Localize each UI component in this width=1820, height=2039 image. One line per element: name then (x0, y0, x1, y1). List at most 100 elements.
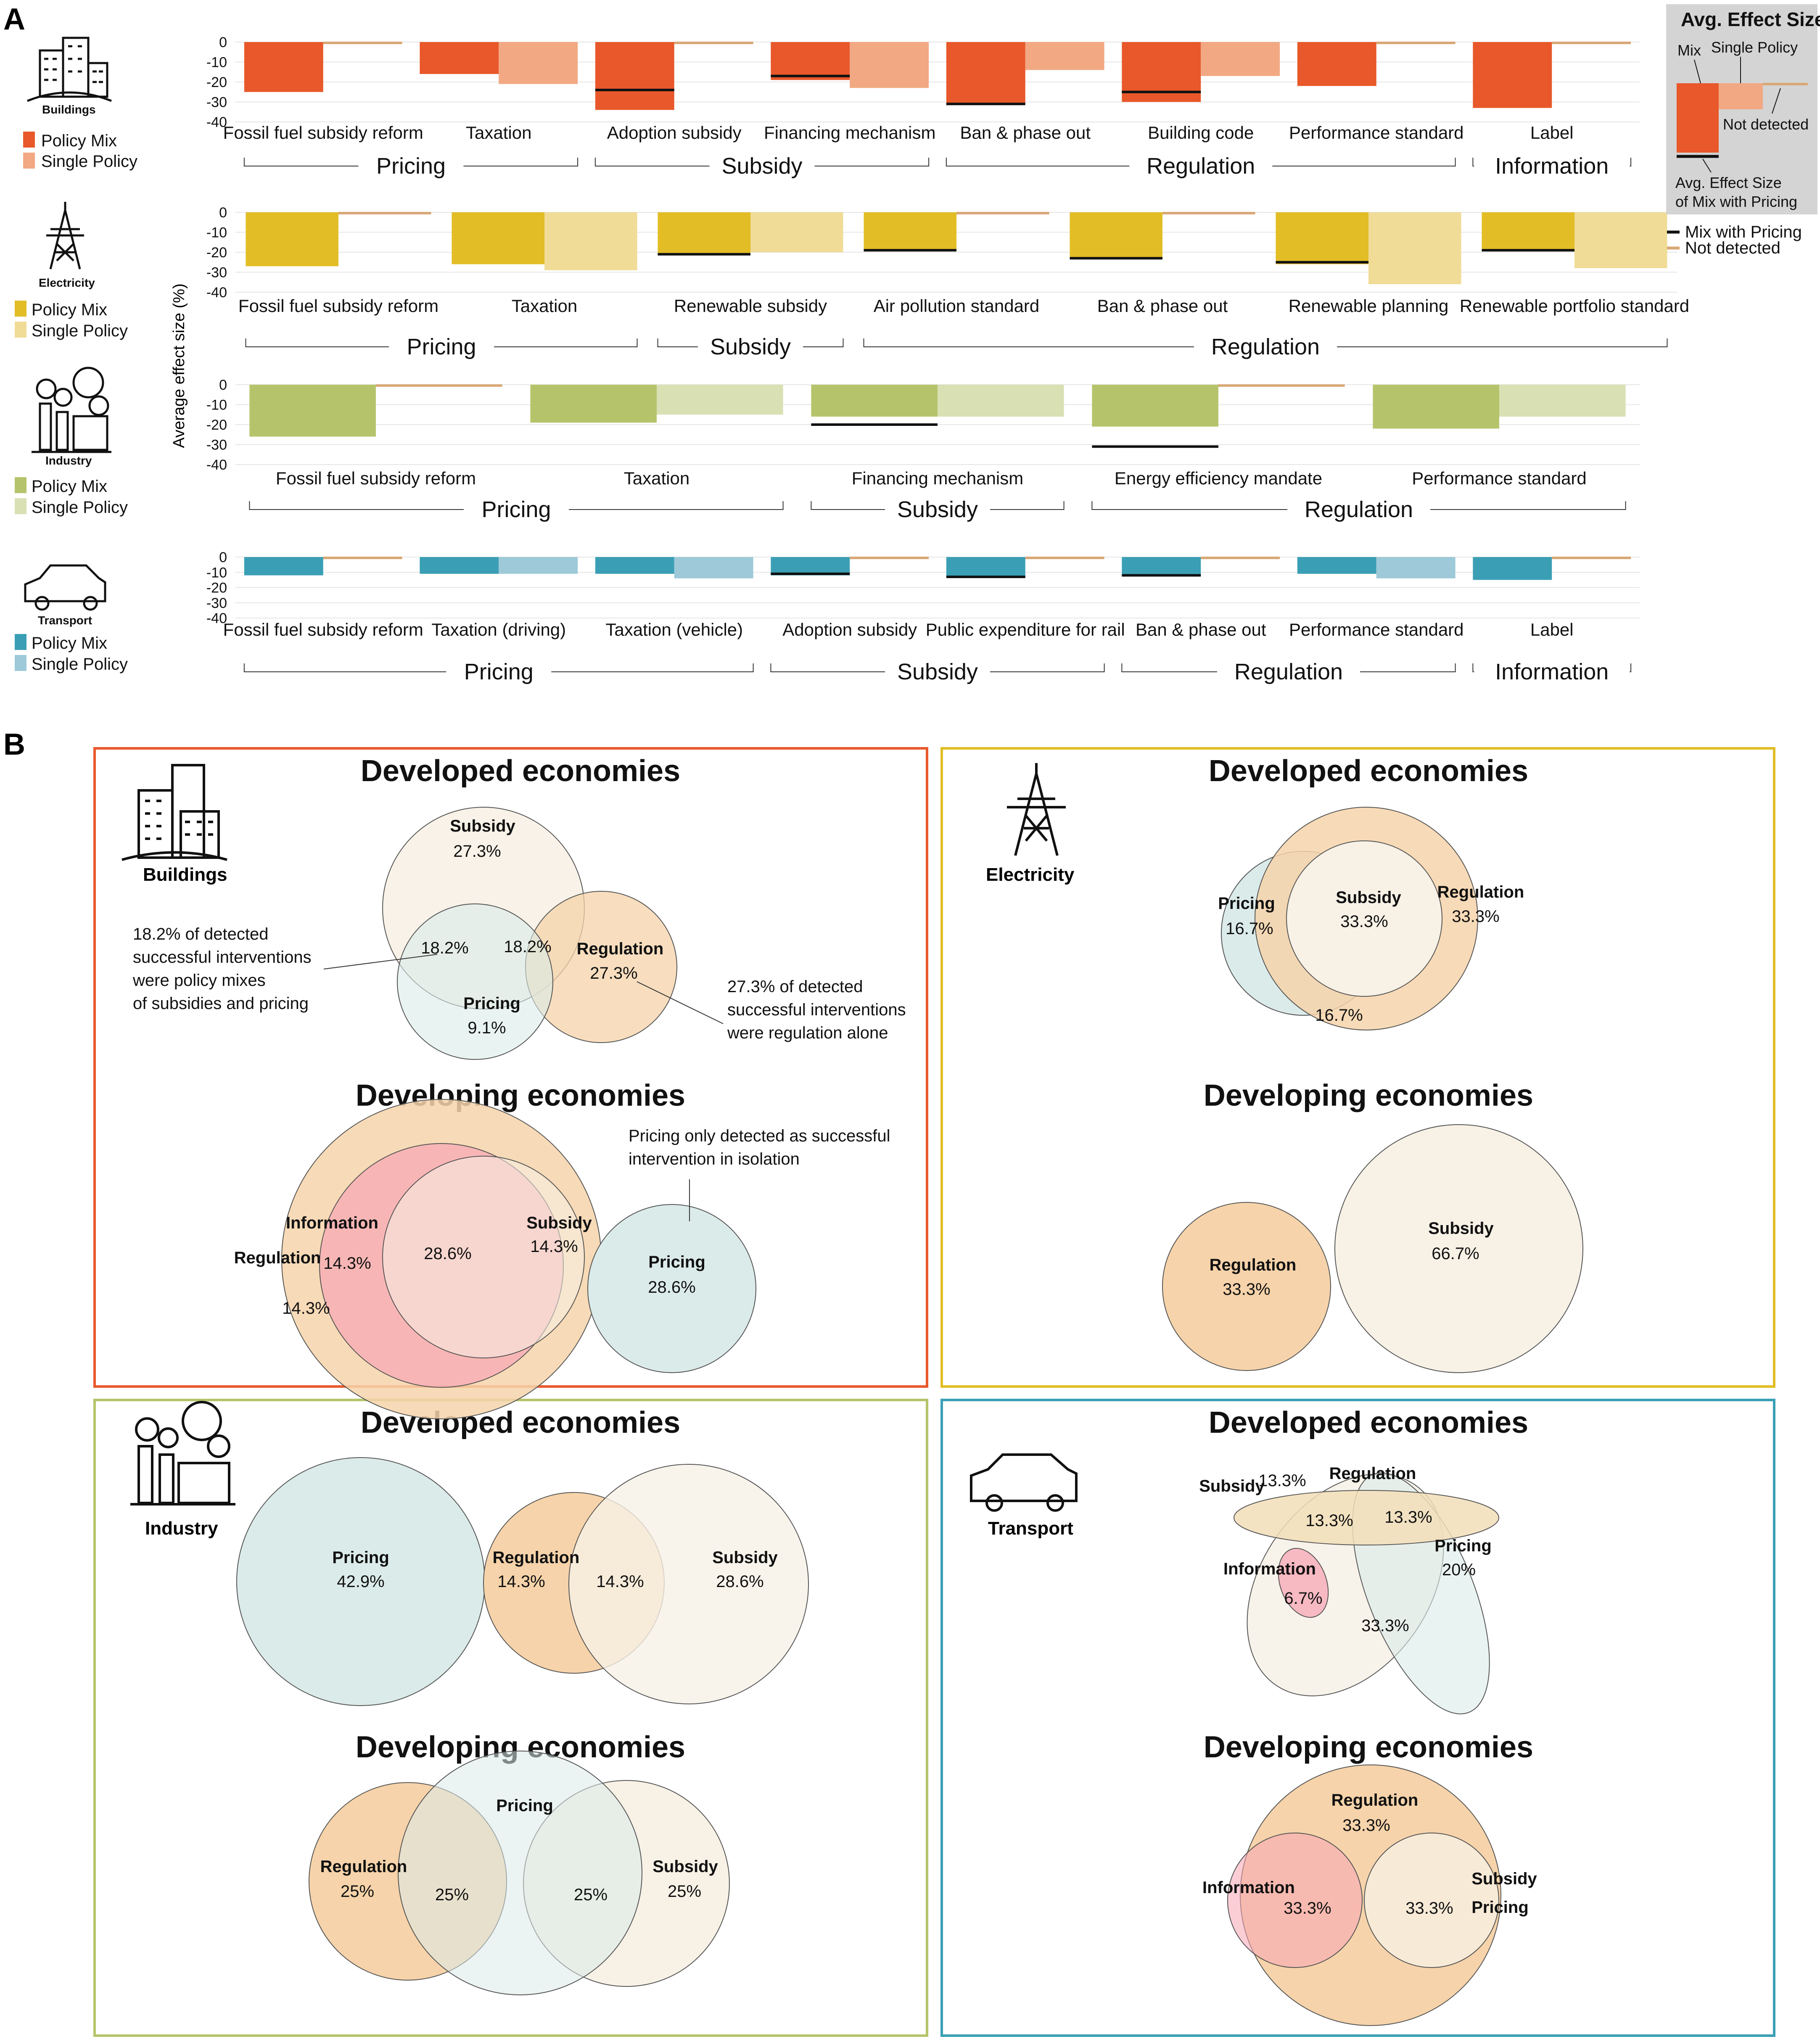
legend-box-mix-label: Mix (1677, 42, 1701, 59)
x-tick-label: Taxation (driving) (431, 620, 566, 639)
industry-developing-venn (309, 1751, 730, 1995)
x-tick-label: Financing mechanism (852, 468, 1024, 488)
venn-value-subsidy-regulation: 13.3% (1305, 1511, 1353, 1530)
bar-single-policy (850, 42, 929, 88)
x-tick-label: Fossil fuel subsidy reform (276, 468, 476, 488)
venn-label-regulation: Regulation (234, 1249, 321, 1267)
bar-single-policy (499, 42, 578, 84)
venn-label-subsidy: Subsidy (1336, 888, 1401, 907)
y-tick-label: -10 (206, 397, 227, 413)
venn-label-pricing: Pricing (1471, 1898, 1529, 1917)
venn-circle-subsidy (568, 1464, 809, 1704)
annotation-pointer-left (323, 954, 438, 969)
group-label: Subsidy (710, 334, 791, 359)
y-tick-label: -10 (206, 55, 227, 71)
legend-box-not-detected-pointer (1772, 88, 1781, 114)
venn-label-regulation: Regulation (1331, 1791, 1418, 1809)
electricity-icon (1007, 763, 1066, 856)
annotation-left-4: of subsidies and pricing (133, 994, 309, 1013)
venn-label-regulation: Regulation (1437, 883, 1524, 901)
venn-label-subsidy: Subsidy (652, 1857, 718, 1876)
electricity-venn-frame (940, 747, 1775, 1388)
y-tick-label: 0 (219, 205, 227, 221)
legend-single-label: Single Policy (32, 655, 128, 674)
group-bracket (657, 338, 844, 347)
buildings-developing-venn (281, 1099, 756, 1419)
x-tick-label: Fossil fuel subsidy reform (223, 620, 423, 639)
venn-label-pricing: Pricing (496, 1796, 553, 1815)
x-tick-label: Taxation (512, 296, 577, 316)
bar-policy-mix (1473, 557, 1552, 580)
y-tick-label: 0 (219, 377, 227, 393)
bar-policy-mix (864, 212, 956, 251)
venn-value-pricing-regulation: 16.7% (1315, 1006, 1363, 1025)
group-label: Information (1495, 659, 1609, 684)
x-tick-label: Taxation (466, 123, 531, 143)
legend-single-label: Single Policy (32, 498, 128, 517)
x-tick-label: Taxation (624, 468, 689, 488)
buildings-developed-venn (382, 807, 677, 1060)
venn-value-regulation: 14.3% (497, 1572, 545, 1591)
buildings-icon (27, 37, 112, 102)
group-bracket (1472, 158, 1632, 166)
legend-electricity: Policy Mix Single Policy (15, 301, 128, 340)
venn-circle-subsidy-pricing (1364, 1833, 1499, 1968)
x-tick-label: Performance standard (1289, 123, 1464, 143)
venn-value-center: 33.3% (1361, 1616, 1409, 1635)
legend-box-mix-bar (1677, 83, 1719, 153)
x-tick-label: Public expenditure for rail (926, 620, 1125, 639)
bar-policy-mix (420, 42, 499, 74)
venn-value-regulation: 33.3% (1223, 1280, 1270, 1299)
transport-title: Transport (988, 1518, 1073, 1539)
annotation-right-3: were regulation alone (727, 1024, 888, 1042)
group-bracket (946, 158, 1456, 166)
legend-not-detected-label: Not detected (1685, 239, 1780, 257)
annotation-left-1: 18.2% of detected (133, 925, 268, 943)
group-label: Pricing (481, 497, 551, 522)
annotation-pointer-right (637, 981, 724, 1024)
bar-single-policy (1201, 42, 1280, 76)
bar-policy-mix (1373, 385, 1499, 429)
group-label: Pricing (407, 334, 476, 359)
bar-single-policy (1499, 385, 1626, 417)
electricity-title: Electricity (986, 864, 1075, 885)
venn-label-regulation: Regulation (493, 1548, 580, 1567)
panel-letter-a: A (3, 3, 25, 36)
bar-single-policy (938, 385, 1064, 417)
panel-letter-b: B (3, 728, 25, 761)
electricity-label: Electricity (39, 276, 95, 289)
venn-value-subsidy-pricing: 18.2% (421, 939, 468, 957)
group-bracket (1121, 663, 1456, 672)
x-tick-label: Ban & phase out (1097, 296, 1228, 316)
bar-single-policy (657, 385, 783, 415)
venn-value-regulation-pricing: 13.3% (1384, 1508, 1432, 1527)
bar-single-policy (750, 212, 843, 252)
venn-label-subsidy: Subsidy (712, 1548, 778, 1567)
legend-swatch-mix (15, 301, 26, 317)
annotation-left-2: successful interventions (133, 948, 312, 967)
venn-circle-pricing (397, 903, 553, 1060)
venn-value-pricing: 20% (1442, 1561, 1476, 1579)
bar-single-policy (499, 557, 578, 574)
venn-value-pricing: 16.7% (1226, 919, 1273, 938)
group-label: Pricing (376, 153, 446, 179)
venn-label-pricing: Pricing (332, 1548, 389, 1567)
group-label: Information (1495, 153, 1609, 179)
legend-mix-label: Policy Mix (32, 634, 107, 652)
legend-box-mix-pointer (1694, 59, 1701, 84)
legend-swatch-single (15, 322, 26, 338)
x-tick-label: Adoption subsidy (782, 620, 917, 639)
industry-developed-venn (236, 1457, 809, 1706)
bar-policy-mix (244, 557, 323, 576)
annotation-left-3: were policy mixes (132, 971, 266, 990)
legend-mix-with-pricing-label: Mix with Pricing (1685, 223, 1802, 241)
y-tick-label: -30 (206, 595, 227, 611)
bar-policy-mix (658, 212, 750, 254)
venn-circle-pricing (587, 1204, 756, 1373)
venn-value-subsidy: 66.7% (1432, 1244, 1479, 1263)
electricity-icon (46, 202, 84, 269)
venn-value-subsidy: 27.3% (453, 842, 501, 861)
transport-icon (970, 1453, 1078, 1512)
line-legend: Mix with Pricing Not detected (1667, 223, 1802, 257)
y-tick-label: -40 (206, 610, 227, 626)
